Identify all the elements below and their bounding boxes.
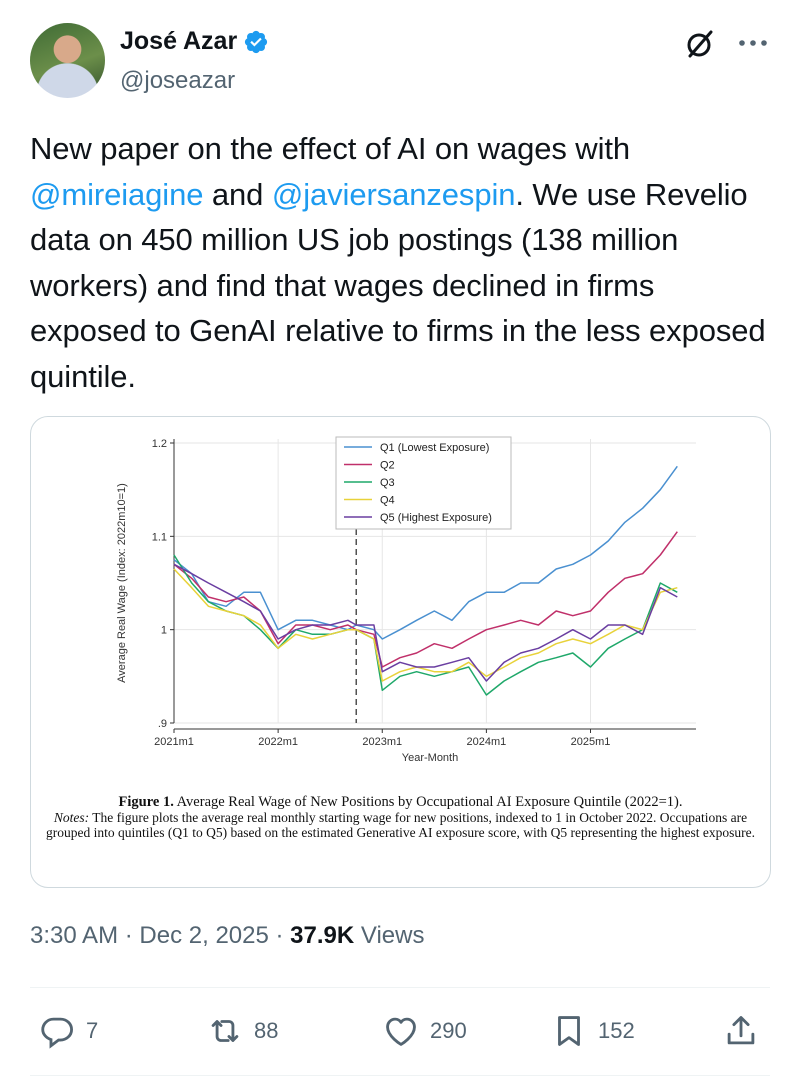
divider xyxy=(30,1075,770,1076)
legend-label: Q5 (Highest Exposure) xyxy=(380,512,492,524)
legend-label: Q4 xyxy=(380,495,395,507)
verified-badge-icon xyxy=(245,30,268,53)
figure-title: Average Real Wage of New Positions by Oc… xyxy=(173,794,683,810)
figure-notes-label: Notes: xyxy=(53,810,90,825)
bookmark-count: 152 xyxy=(598,1018,635,1043)
series-line xyxy=(173,554,678,696)
share-button[interactable] xyxy=(722,1012,760,1050)
views-label: Views xyxy=(360,922,425,949)
tweet-text-part: New paper on the effect of AI on wages w… xyxy=(30,131,631,166)
reply-icon xyxy=(41,1017,73,1049)
author-display-name[interactable]: José Azar xyxy=(120,27,238,55)
repost-count: 88 xyxy=(254,1018,279,1043)
more-options-icon[interactable] xyxy=(738,38,768,48)
tweet-date[interactable]: Dec 2, 2025 xyxy=(139,922,269,949)
x-tick-label: 2025m1 xyxy=(571,736,611,748)
like-icon xyxy=(386,1017,416,1046)
tweet-text-part: . We use Revelio data on 450 million US … xyxy=(30,176,766,394)
legend-label: Q3 xyxy=(380,477,395,489)
tweet-text-part: and xyxy=(203,176,272,212)
series-line xyxy=(173,568,678,682)
y-tick-label: .9 xyxy=(158,718,167,730)
y-tick-label: 1.1 xyxy=(152,531,167,543)
series-line xyxy=(173,563,678,682)
y-tick-label: 1.2 xyxy=(152,438,167,450)
wage-chart: .9 1 1.1 1.2 2021m1 2022m1 2023m1 2024m1 2025m1 Y… xyxy=(116,436,696,764)
x-tick-label: 2023m1 xyxy=(362,736,402,748)
series-line xyxy=(173,531,678,668)
series-line xyxy=(173,465,678,640)
figure-notes: The figure plots the average real monthl… xyxy=(46,810,755,840)
avatar[interactable] xyxy=(30,23,105,98)
legend-label: Q2 xyxy=(380,460,395,472)
legend-box xyxy=(335,436,512,530)
tweet-time[interactable]: 3:30 AM xyxy=(30,922,119,949)
tweet-text: New paper on the effect of AI on wages w… xyxy=(30,126,775,399)
reply-count: 7 xyxy=(86,1018,99,1043)
author-handle[interactable]: @joseazar xyxy=(120,67,236,94)
bookmark-button[interactable]: 152 xyxy=(550,1012,635,1050)
repost-icon xyxy=(211,1020,239,1042)
like-button[interactable]: 290 xyxy=(382,1012,467,1050)
figure-caption: Figure 1. Average Real Wage of New Posit… xyxy=(41,794,760,841)
reply-button[interactable]: 7 xyxy=(38,1012,98,1050)
views-count: 37.9K xyxy=(290,922,355,949)
media-image[interactable]: .9 1 1.1 1.2 2021m1 2022m1 2023m1 2024m1 2025m1 Y… xyxy=(30,416,771,888)
x-tick-label: 2022m1 xyxy=(258,736,298,748)
x-axis-title: Year-Month xyxy=(402,752,458,764)
author-name-row: José Azar xyxy=(120,27,269,56)
like-count: 290 xyxy=(430,1018,467,1043)
share-icon xyxy=(727,1016,755,1045)
tweet-meta: 3:30 AM · Dec 2, 2025 · 37.9K Views xyxy=(30,922,424,950)
meta-separator: · xyxy=(275,922,284,949)
bookmark-icon xyxy=(558,1016,580,1046)
repost-button[interactable]: 88 xyxy=(206,1012,278,1050)
y-axis-title: Average Real Wage (Index: 2022m10=1) xyxy=(116,483,128,683)
divider xyxy=(30,987,770,988)
y-tick-label: 1 xyxy=(161,625,167,637)
x-tick-label: 2021m1 xyxy=(154,736,194,748)
figure-label: Figure 1. xyxy=(118,794,174,810)
meta-separator: · xyxy=(124,922,133,949)
grok-icon[interactable] xyxy=(684,28,716,60)
mention-link[interactable]: @javiersanzespin xyxy=(271,176,516,212)
legend-label: Q1 (Lowest Exposure) xyxy=(380,442,489,454)
mention-link[interactable]: @mireiagine xyxy=(30,176,204,212)
x-tick-label: 2024m1 xyxy=(467,736,507,748)
